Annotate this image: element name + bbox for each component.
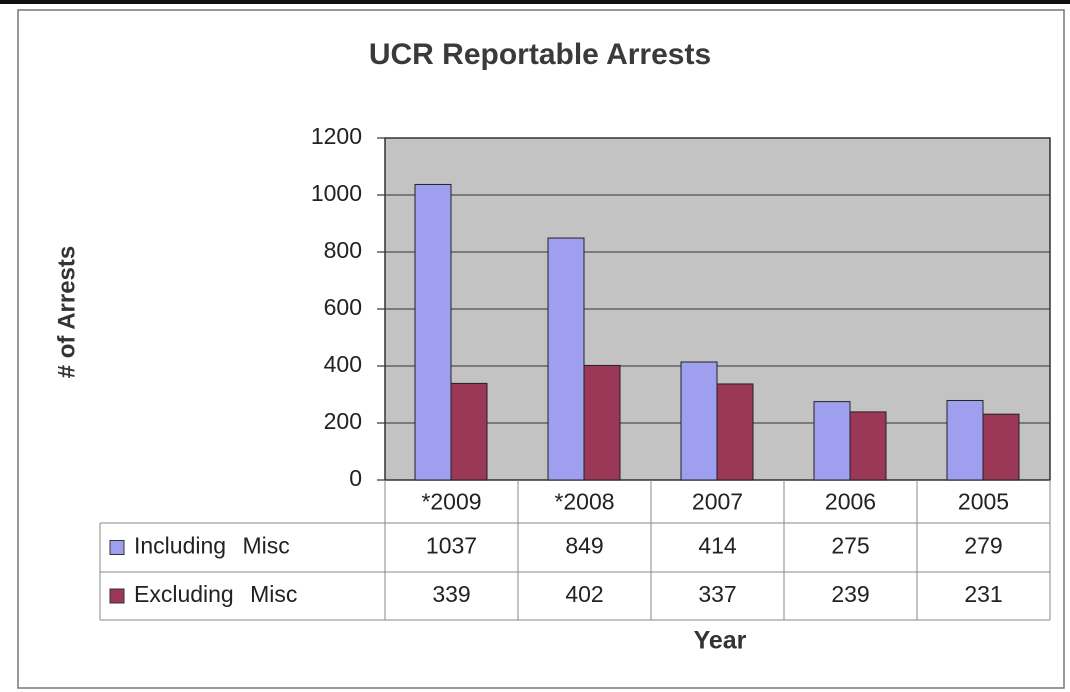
x-tick-label: *2008 bbox=[554, 489, 614, 515]
table-value: 402 bbox=[565, 581, 603, 607]
y-tick-label: 1200 bbox=[311, 123, 362, 149]
y-tick-label: 200 bbox=[324, 408, 362, 434]
y-axis-label: # of Arrests bbox=[53, 246, 80, 379]
table-value: 337 bbox=[698, 581, 736, 607]
legend-label: Excluding Misc bbox=[134, 581, 297, 607]
table-value: 279 bbox=[964, 533, 1002, 559]
x-tick-label: 2007 bbox=[692, 489, 743, 515]
bar bbox=[849, 411, 887, 481]
table-value: 239 bbox=[831, 581, 869, 607]
y-tick-label: 0 bbox=[349, 465, 362, 491]
bar bbox=[813, 401, 851, 481]
table-value: 1037 bbox=[426, 533, 477, 559]
table-value: 275 bbox=[831, 533, 869, 559]
table-value: 849 bbox=[565, 533, 603, 559]
chart-title: UCR Reportable Arrests bbox=[369, 38, 711, 71]
y-tick-label: 800 bbox=[324, 237, 362, 263]
bar bbox=[982, 413, 1020, 481]
top-edge bbox=[0, 0, 1070, 4]
x-tick-label: *2009 bbox=[421, 489, 481, 515]
legend-swatch bbox=[109, 540, 125, 555]
table-value: 414 bbox=[698, 533, 737, 559]
legend-label: Including Misc bbox=[134, 533, 290, 559]
bar bbox=[716, 383, 754, 481]
bar bbox=[946, 399, 984, 481]
table-value: 339 bbox=[432, 581, 470, 607]
y-tick-label: 400 bbox=[324, 351, 362, 377]
bar bbox=[547, 237, 585, 481]
legend-swatch bbox=[109, 588, 125, 604]
bar bbox=[450, 382, 488, 481]
table-value: 231 bbox=[964, 581, 1002, 607]
bar bbox=[583, 364, 621, 481]
y-tick-label: 1000 bbox=[311, 180, 362, 206]
bar bbox=[680, 361, 718, 481]
y-tick-label: 600 bbox=[324, 294, 362, 320]
x-tick-label: 2006 bbox=[825, 489, 876, 515]
x-tick-label: 2005 bbox=[958, 489, 1009, 515]
x-axis-label: Year bbox=[694, 627, 747, 655]
bar bbox=[414, 183, 452, 481]
